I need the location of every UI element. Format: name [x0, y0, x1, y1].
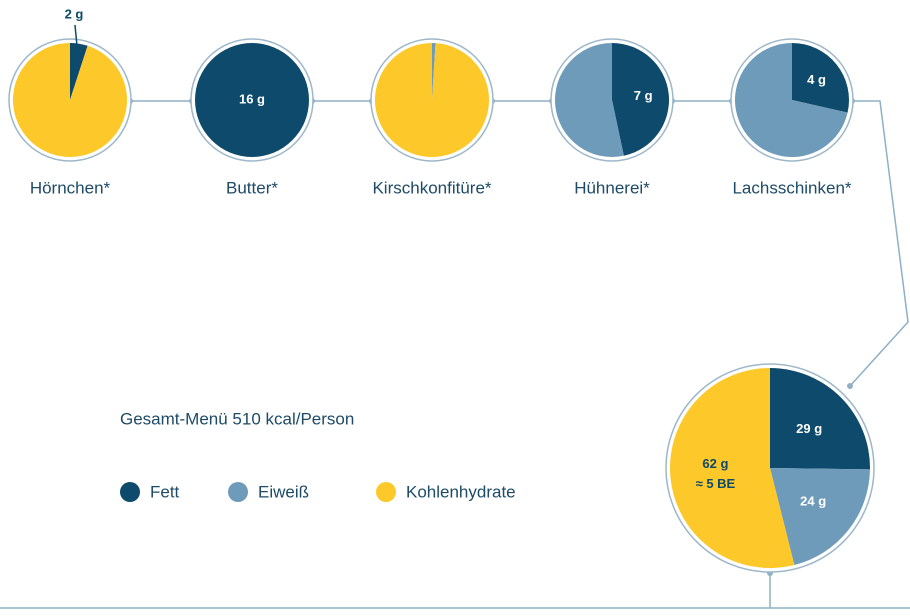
legend-label: Eiweiß: [258, 482, 309, 501]
pie-slice: [770, 368, 870, 470]
legend-swatch: [120, 482, 140, 502]
pie-slice: [12, 43, 127, 157]
pie-slice: [432, 43, 436, 100]
pie-slice: [734, 43, 848, 157]
legend-swatch: [228, 482, 248, 502]
value-label: 62 g: [702, 456, 728, 471]
legend-label: Fett: [150, 482, 180, 501]
pie-title: Kirschkonfitüre*: [372, 178, 491, 197]
pie-slice: [374, 43, 489, 157]
pie-title: Lachsschinken*: [732, 178, 851, 197]
legend-swatch: [376, 482, 396, 502]
value-label: 24 g: [800, 494, 826, 509]
pie-slice: [770, 468, 870, 565]
pie-title: Butter*: [226, 178, 278, 197]
pie-slice: [195, 43, 309, 157]
legend-label: Kohlenhydrate: [406, 482, 516, 501]
value-label: 7 g: [634, 88, 653, 103]
connectors: [0, 100, 910, 609]
pie-slice: [70, 43, 88, 100]
value-label: 2 g: [65, 6, 84, 21]
value-label: 29 g: [796, 421, 822, 436]
pie-slice: [612, 43, 669, 156]
pie-title: Hörnchen*: [30, 178, 111, 197]
legend-title: Gesamt-Menü 510 kcal/Person: [120, 409, 354, 428]
value-label: 4 g: [807, 72, 826, 87]
leader-line: [74, 24, 79, 53]
pie-slice: [792, 43, 849, 113]
pie-slice: [554, 43, 624, 157]
annotation: ≈ 5 BE: [696, 476, 736, 491]
pie-slice: [670, 368, 795, 568]
connector: [849, 100, 909, 387]
connector-dot: [847, 383, 853, 389]
pie-title: Hühnerei*: [574, 178, 650, 197]
value-label: 16 g: [239, 91, 265, 106]
